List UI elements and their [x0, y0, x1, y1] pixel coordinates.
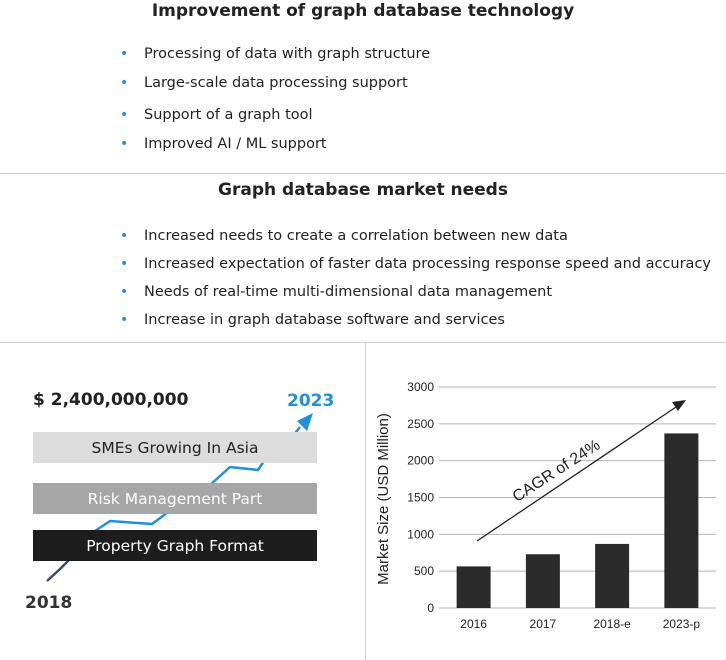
growth-line-start	[46, 558, 71, 582]
market-needs-list: • Increased needs to create a correlation…	[118, 228, 711, 340]
y-tick-label: 1500	[407, 491, 434, 505]
list-item-text: Processing of data with graph structure	[144, 46, 431, 62]
x-tick-labels: 2016 2017 2018-e 2023-p	[460, 617, 700, 631]
y-tick-label: 1000	[407, 527, 434, 541]
bar	[664, 433, 699, 608]
bullet-icon: •	[120, 312, 129, 328]
bar	[456, 566, 491, 608]
market-value: $ 2,400,000,000	[33, 390, 189, 410]
x-tick-label: 2018-e	[593, 617, 631, 631]
y-tick-label: 2500	[407, 417, 434, 431]
cagr-annotation: CAGR of 24%	[510, 437, 604, 506]
list-item: • Needs of real-time multi-dimensional da…	[118, 284, 711, 312]
bullet-icon: •	[120, 136, 129, 152]
layer-smes-asia: SMEs Growing In Asia	[33, 432, 317, 463]
list-item: • Improved AI / ML support	[118, 136, 430, 165]
list-item-text: Support of a graph tool	[144, 107, 313, 123]
y-tick-label: 2000	[407, 454, 434, 468]
bar	[525, 554, 560, 608]
list-item: • Support of a graph tool	[118, 107, 430, 136]
bullet-icon: •	[120, 46, 129, 62]
panel-divider	[365, 343, 366, 660]
end-year-label: 2023	[287, 391, 335, 411]
list-item: • Increased expectation of faster data pr…	[118, 256, 711, 284]
list-item-text: Needs of real-time multi-dimensional dat…	[144, 284, 553, 300]
cagr-arrow-head	[672, 400, 686, 411]
y-axis-label: Market Size (USD Million)	[375, 413, 392, 585]
x-tick-label: 2016	[460, 617, 487, 631]
technology-list: • Processing of data with graph structure…	[118, 46, 430, 165]
x-tick-label: 2023-p	[663, 617, 701, 631]
list-item: • Processing of data with graph structure	[118, 46, 430, 75]
section-title-technology: Improvement of graph database technology	[151, 1, 575, 21]
y-tick-label: 0	[427, 601, 434, 615]
y-tick-labels: 0 500 1000 1500 2000 2500 3000	[407, 380, 434, 615]
list-item-text: Increased expectation of faster data pro…	[144, 256, 711, 272]
bullet-icon: •	[120, 107, 129, 123]
growth-arrow-head	[297, 413, 313, 431]
bar	[595, 543, 630, 608]
layer-risk-management: Risk Management Part	[33, 483, 317, 514]
bullet-icon: •	[120, 228, 129, 244]
list-item-text: Increase in graph database software and …	[144, 312, 505, 328]
divider	[0, 173, 726, 174]
layer-property-graph: Property Graph Format	[33, 530, 317, 561]
list-item: • Increased needs to create a correlation…	[118, 228, 711, 256]
list-item: • Large-scale data processing support	[118, 75, 430, 107]
list-item-text: Large-scale data processing support	[144, 75, 408, 91]
bullet-icon: •	[120, 284, 129, 300]
y-tick-label: 3000	[407, 380, 434, 394]
list-item-text: Increased needs to create a correlation …	[144, 228, 568, 244]
cagr-arrow-line	[476, 404, 680, 542]
divider	[0, 342, 726, 343]
bullet-icon: •	[120, 75, 129, 91]
section-title-market-needs: Graph database market needs	[218, 180, 508, 200]
start-year-label: 2018	[25, 593, 73, 613]
y-tick-label: 500	[414, 564, 434, 578]
x-tick-label: 2017	[530, 617, 557, 631]
list-item: • Increase in graph database software and…	[118, 312, 711, 340]
list-item-text: Improved AI / ML support	[144, 136, 327, 152]
bars	[456, 433, 699, 608]
bullet-icon: •	[120, 256, 129, 272]
